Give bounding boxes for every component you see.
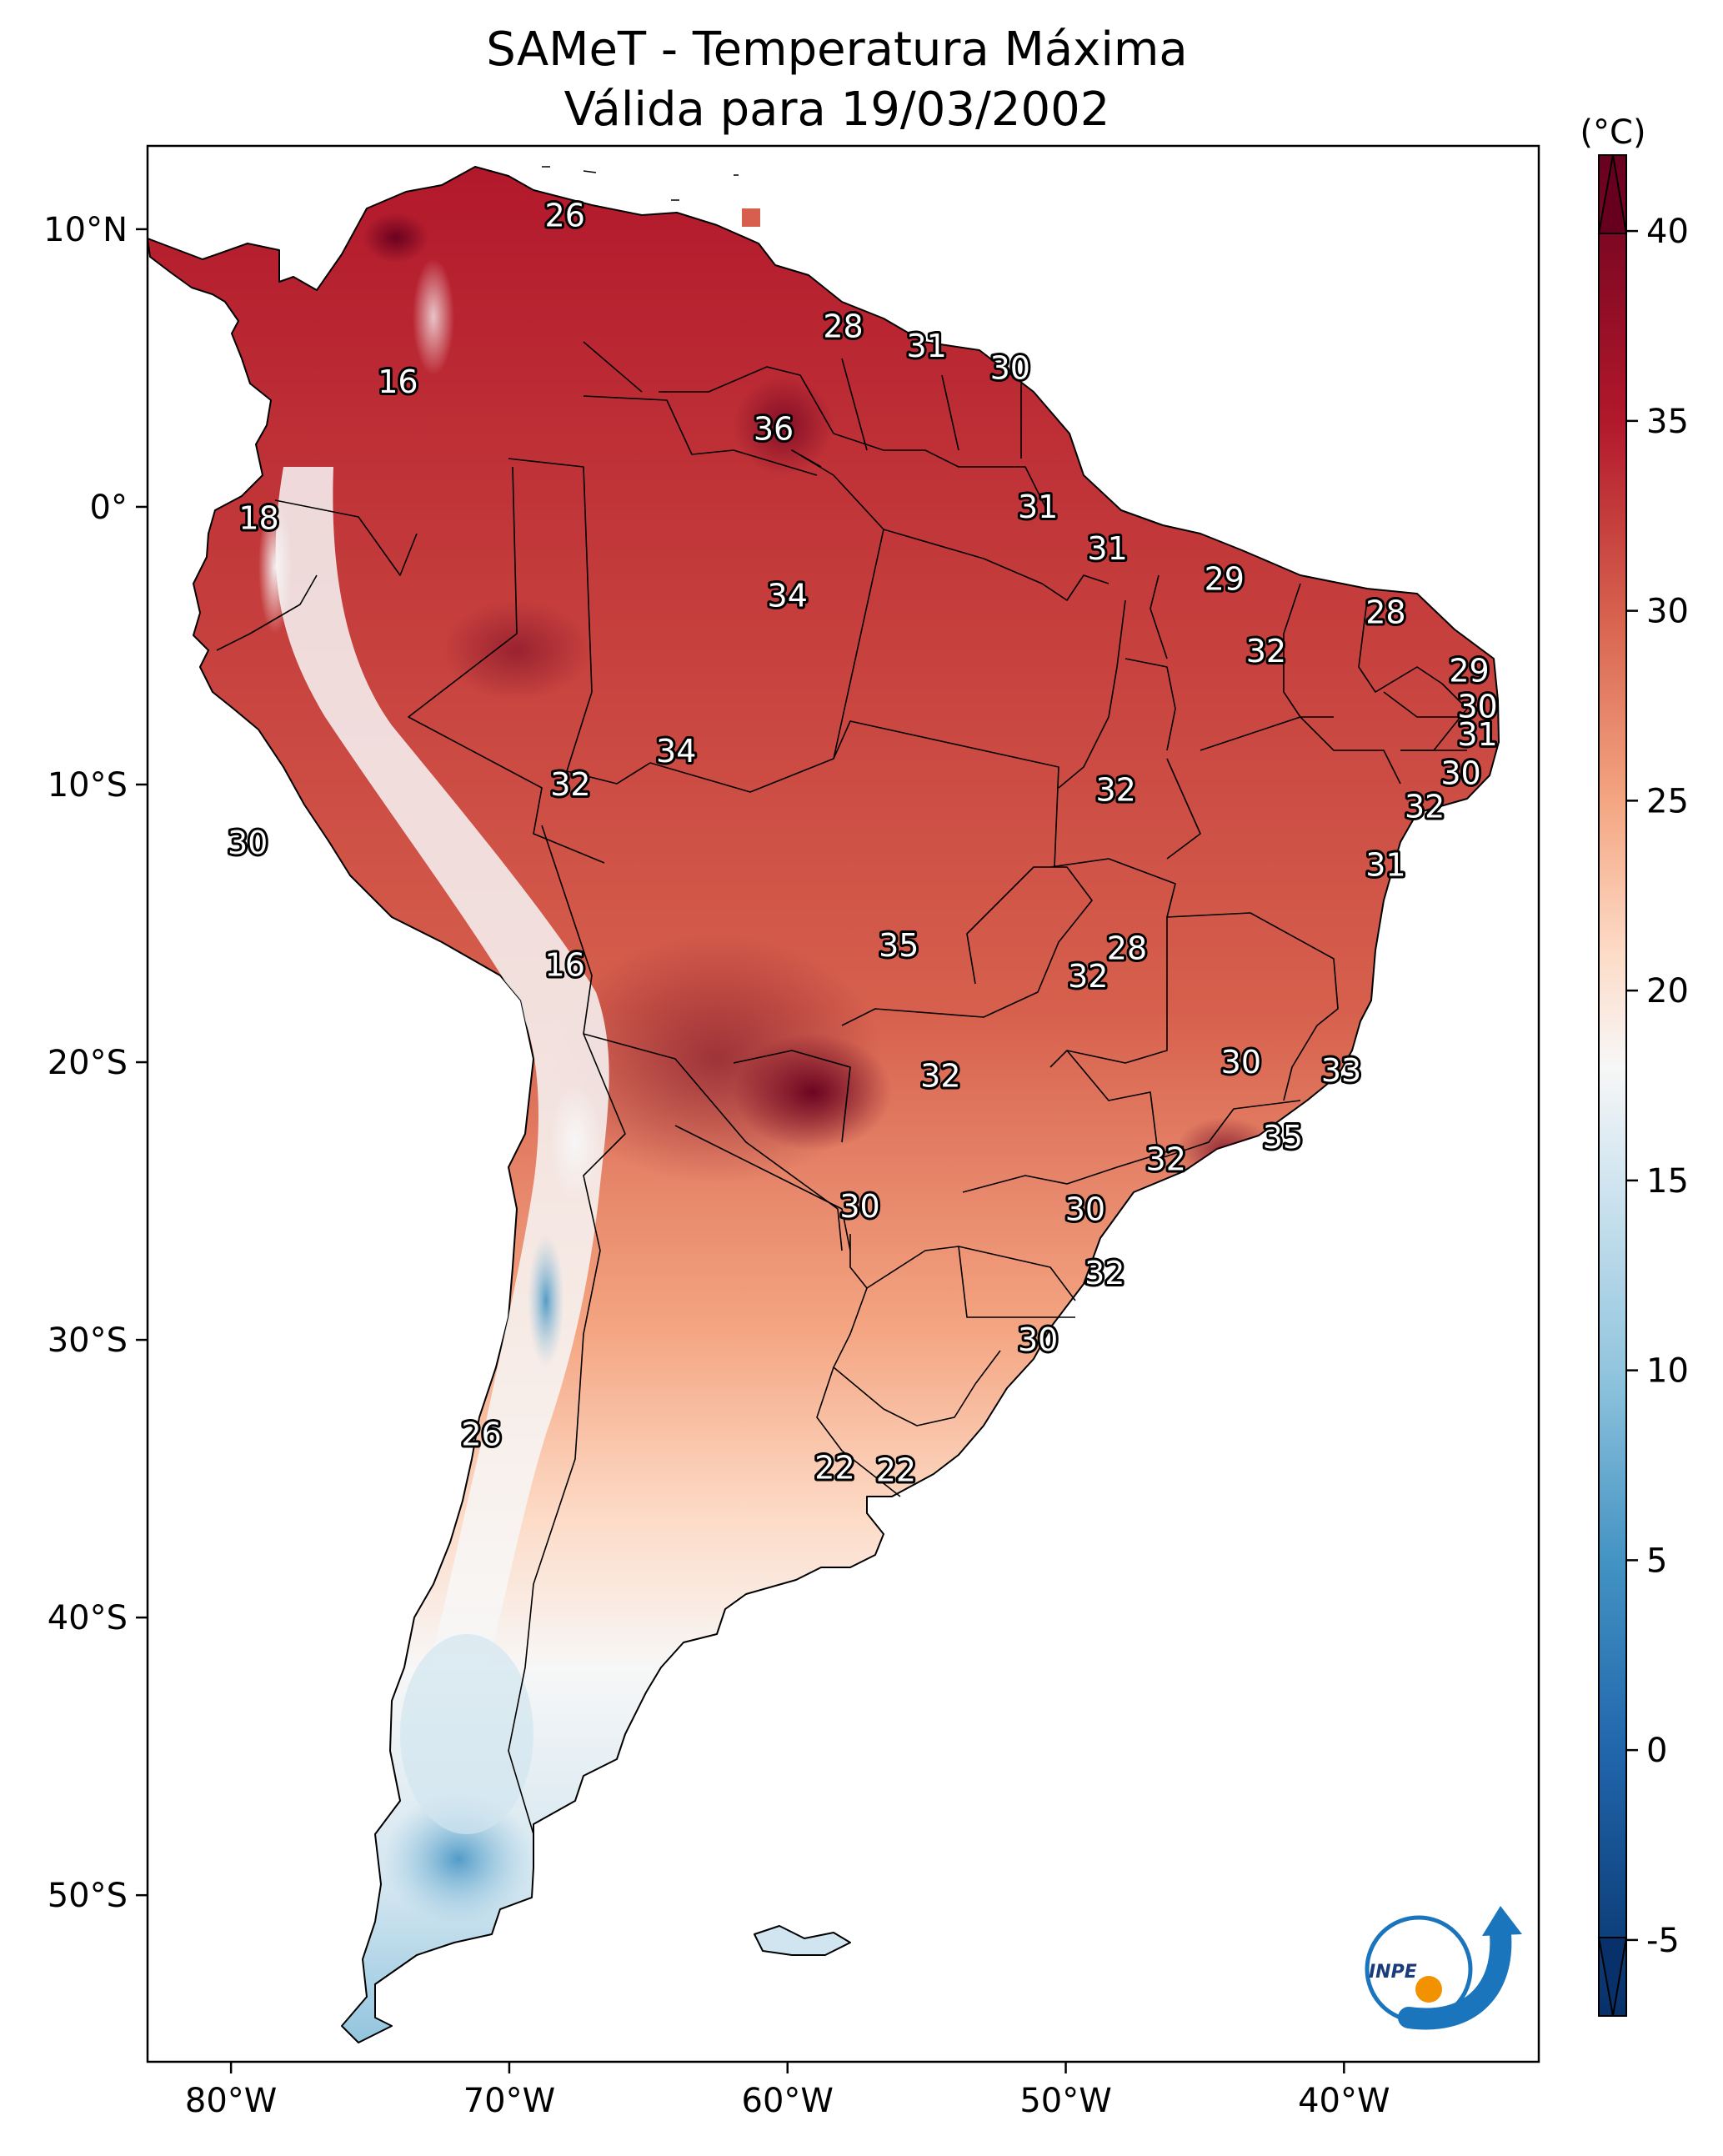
map-subtitle: Válida para 19/03/2002 [564,83,1110,137]
inpe-arrow-icon [1398,1923,1512,2030]
temperature-label: 31 [1365,847,1405,884]
colorbar-tick-label: 5 [1646,1542,1667,1580]
temperature-label: 29 [1449,652,1489,689]
temperature-label: 31 [1087,530,1127,567]
temperature-label: 32 [1084,1255,1124,1291]
temperature-label: 31 [906,328,946,364]
inpe-dot-icon [1415,1976,1442,2003]
y-tick-label: 30°S [48,1321,128,1360]
political-borders [216,341,1468,1835]
caribbean-islands [542,166,739,201]
x-tick-label: 60°W [742,2082,834,2120]
temperature-label: 30 [1018,1321,1058,1358]
y-tick-label: 40°S [48,1599,128,1637]
temperature-label: 16 [545,946,585,983]
temperature-label: 28 [1107,930,1147,966]
temperature-label: 32 [1068,958,1108,995]
temperature-label: 35 [879,927,919,964]
temperature-label: 30 [1457,689,1497,725]
temperature-label: 22 [876,1452,916,1489]
colorbar-tick-label: 25 [1646,782,1689,820]
temperature-label: 22 [814,1449,854,1486]
falkland-islands [754,1925,851,1956]
y-tick-label: 10°S [48,766,128,805]
colorbar-unit: (°C) [1580,113,1645,152]
map-axes-frame [146,144,1540,2063]
temperature-label: 34 [768,578,808,614]
colorbar-tick-label: 15 [1646,1162,1689,1201]
temperature-label: 30 [1065,1191,1105,1228]
x-tick-label: 40°W [1298,2082,1390,2120]
temperature-label: 26 [461,1416,501,1452]
temperature-label: 32 [550,766,590,803]
trinidad-island [742,208,760,227]
temperature-label: 29 [1205,561,1245,598]
temperature-label: 30 [990,349,1030,386]
temperature-label: 31 [1018,489,1058,525]
temperature-label: 30 [1440,755,1480,792]
temperature-label: 34 [656,733,696,770]
temperature-label: 35 [1263,1119,1303,1156]
y-tick-label: 10°N [43,211,128,249]
colorbar-tick-label: -5 [1646,1922,1680,1960]
temperature-label: 30 [1221,1044,1261,1081]
y-tick-label: 0° [90,489,128,527]
colorbar-tick-label: 40 [1646,213,1689,251]
temperature-label: 32 [1095,772,1135,809]
temperature-label: 28 [1365,594,1405,631]
temperature-label: 33 [1321,1052,1361,1089]
y-tick-label: 50°S [48,1877,128,1915]
temperature-label: 36 [754,411,794,448]
temperature-label: 31 [1457,716,1497,753]
temperature-label: 32 [920,1058,960,1095]
inpe-logo: INPE [1365,1906,1522,2030]
temperature-label: 26 [545,197,585,233]
colorbar: (°C) 40 35 30 25 20 15 10 5 0 -5 [1580,113,1689,2017]
inpe-logo-text: INPE [1369,1962,1417,1983]
temperature-label: 30 [839,1188,879,1225]
temperature-label: 18 [238,499,278,536]
colorbar-ticks: 40 35 30 25 20 15 10 5 0 -5 [1626,213,1689,1960]
colorbar-extend-max [1597,154,1628,234]
temperature-label: 32 [1246,633,1286,669]
y-tick-label: 20°S [48,1044,128,1082]
colorbar-extend-min [1597,1937,1628,2017]
temperature-label: 28 [823,308,863,344]
temperature-label: 32 [1405,789,1445,825]
colorbar-tick-label: 0 [1646,1732,1667,1770]
y-axis-ticks: 10°N 0° 10°S 20°S 30°S 40°S 50°S [43,211,148,1915]
colorbar-tick-label: 20 [1646,972,1689,1010]
map-title: SAMeT - Temperatura Máxima [486,23,1188,77]
land-layer [147,166,1500,2043]
x-tick-label: 50°W [1019,2082,1111,2120]
colorbar-tick-label: 30 [1646,593,1689,631]
temperature-label: 30 [228,825,268,861]
colorbar-body [1598,154,1627,2017]
x-axis-ticks: 80°W 70°W 60°W 50°W 40°W [185,2062,1390,2120]
x-tick-label: 80°W [185,2082,277,2120]
colorbar-tick-label: 35 [1646,403,1689,441]
temperature-label: 32 [1146,1141,1186,1178]
colorbar-tick-label: 10 [1646,1352,1689,1391]
temperature-label: 16 [378,364,418,400]
x-tick-label: 70°W [463,2082,555,2120]
